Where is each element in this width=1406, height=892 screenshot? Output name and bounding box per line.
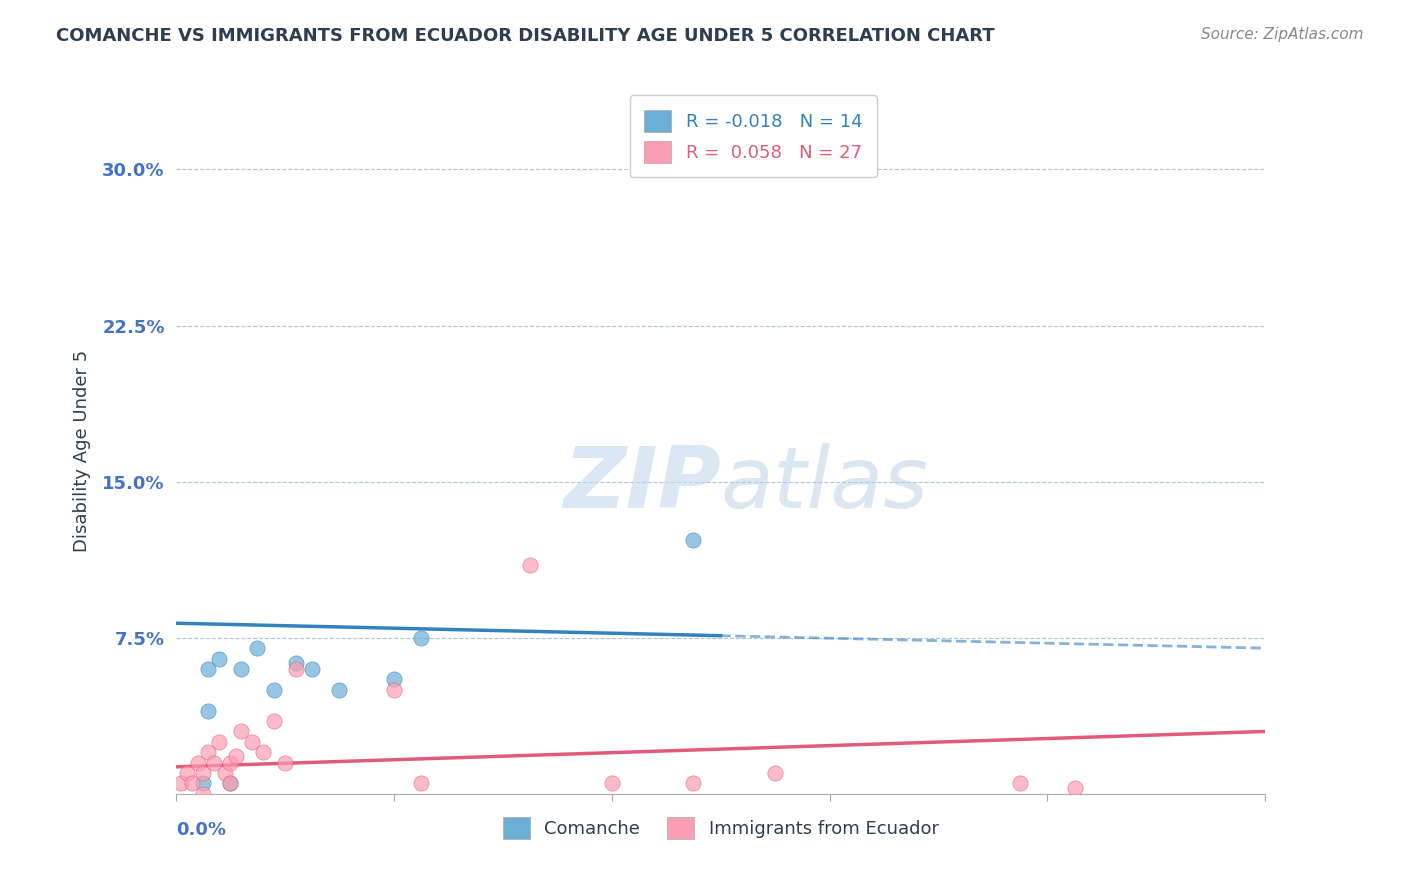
Point bbox=[328, 682, 350, 697]
Text: atlas: atlas bbox=[721, 443, 928, 526]
Point bbox=[186, 756, 209, 770]
Point bbox=[197, 662, 219, 676]
Point bbox=[284, 662, 307, 676]
Point bbox=[191, 776, 214, 790]
Point bbox=[1010, 776, 1032, 790]
Point bbox=[284, 656, 307, 670]
Point bbox=[1063, 780, 1085, 795]
Point bbox=[274, 756, 297, 770]
Point bbox=[231, 662, 253, 676]
Point bbox=[170, 776, 193, 790]
Point bbox=[181, 776, 204, 790]
Point bbox=[600, 776, 623, 790]
Point bbox=[197, 745, 219, 759]
Point bbox=[252, 745, 274, 759]
Point bbox=[763, 766, 786, 780]
Text: COMANCHE VS IMMIGRANTS FROM ECUADOR DISABILITY AGE UNDER 5 CORRELATION CHART: COMANCHE VS IMMIGRANTS FROM ECUADOR DISA… bbox=[56, 27, 995, 45]
Y-axis label: Disability Age Under 5: Disability Age Under 5 bbox=[73, 350, 91, 551]
Point bbox=[240, 735, 263, 749]
Text: ZIP: ZIP bbox=[562, 443, 721, 526]
Point bbox=[682, 533, 704, 547]
Point bbox=[409, 776, 432, 790]
Point bbox=[382, 682, 405, 697]
Point bbox=[191, 787, 214, 801]
Point bbox=[208, 735, 231, 749]
Point bbox=[519, 558, 541, 572]
Point bbox=[176, 766, 198, 780]
Point bbox=[219, 756, 242, 770]
Point bbox=[208, 651, 231, 665]
Point bbox=[301, 662, 323, 676]
Text: Source: ZipAtlas.com: Source: ZipAtlas.com bbox=[1201, 27, 1364, 42]
Point bbox=[219, 776, 242, 790]
Point bbox=[231, 724, 253, 739]
Point bbox=[225, 749, 247, 764]
Point bbox=[682, 776, 704, 790]
Point bbox=[246, 641, 269, 656]
Legend: Comanche, Immigrants from Ecuador: Comanche, Immigrants from Ecuador bbox=[488, 803, 953, 854]
Point bbox=[263, 682, 285, 697]
Point bbox=[202, 756, 225, 770]
Point bbox=[382, 673, 405, 687]
Point bbox=[214, 766, 236, 780]
Text: 0.0%: 0.0% bbox=[176, 822, 226, 839]
Point bbox=[197, 704, 219, 718]
Point bbox=[219, 776, 242, 790]
Point bbox=[191, 766, 214, 780]
Point bbox=[263, 714, 285, 728]
Point bbox=[409, 631, 432, 645]
